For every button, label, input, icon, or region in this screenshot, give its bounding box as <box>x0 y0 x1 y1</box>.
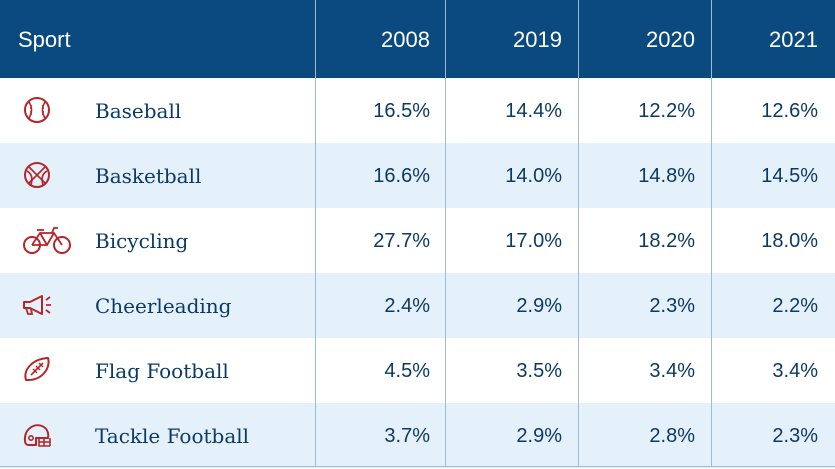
sport-name: Basketball <box>95 164 202 188</box>
column-divider <box>711 0 712 467</box>
table-row: Cheerleading 2.4% 2.9% 2.3% 2.2% <box>0 273 835 338</box>
value-2019: 3.5% <box>516 360 562 382</box>
megaphone-icon <box>23 295 51 315</box>
value-2021: 14.5% <box>761 165 818 187</box>
football-helmet-icon <box>23 424 51 447</box>
value-2020: 14.8% <box>638 165 695 187</box>
value-2021: 3.4% <box>772 360 818 382</box>
sport-name: Baseball <box>95 99 182 123</box>
table-row: Tackle Football 3.7% 2.9% 2.8% 2.3% <box>0 403 835 468</box>
value-2008: 16.5% <box>373 100 430 122</box>
value-2008: 16.6% <box>373 165 430 187</box>
baseball-icon <box>24 97 50 123</box>
column-divider <box>578 0 579 467</box>
header-year-2019: 2019 <box>513 27 562 52</box>
football-icon <box>24 357 50 382</box>
sport-name: Tackle Football <box>95 424 250 448</box>
table-row: Bicycling 27.7% 17.0% 18.2% 18.0% <box>0 208 835 273</box>
value-2019: 2.9% <box>516 295 562 317</box>
value-2020: 2.8% <box>649 425 695 447</box>
header-year-2021: 2021 <box>769 27 818 52</box>
table-header: Sport 2008 2019 2020 2021 <box>0 0 835 78</box>
value-2019: 2.9% <box>516 425 562 447</box>
bicycle-icon <box>23 227 71 254</box>
table-row: Basketball 16.6% 14.0% 14.8% 14.5% <box>0 143 835 208</box>
value-2020: 2.3% <box>649 295 695 317</box>
table-row: Flag Football 4.5% 3.5% 3.4% 3.4% <box>0 338 835 403</box>
header-year-2008: 2008 <box>381 27 430 52</box>
sport-name: Cheerleading <box>95 294 232 318</box>
value-2021: 18.0% <box>761 230 818 252</box>
value-2021: 2.3% <box>772 425 818 447</box>
basketball-icon <box>24 162 50 188</box>
value-2008: 2.4% <box>384 295 430 317</box>
value-2019: 17.0% <box>505 230 562 252</box>
value-2008: 3.7% <box>384 425 430 447</box>
value-2021: 2.2% <box>772 295 818 317</box>
value-2020: 18.2% <box>638 230 695 252</box>
column-divider <box>315 0 316 467</box>
column-divider <box>445 0 446 467</box>
value-2021: 12.6% <box>761 100 818 122</box>
value-2008: 4.5% <box>384 360 430 382</box>
value-2020: 12.2% <box>638 100 695 122</box>
value-2019: 14.0% <box>505 165 562 187</box>
value-2019: 14.4% <box>505 100 562 122</box>
header-sport: Sport <box>18 27 71 52</box>
value-2008: 27.7% <box>373 230 430 252</box>
header-year-2020: 2020 <box>646 27 695 52</box>
sport-name: Bicycling <box>95 229 189 253</box>
value-2020: 3.4% <box>649 360 695 382</box>
sport-name: Flag Football <box>95 359 229 383</box>
table-row: Baseball 16.5% 14.4% 12.2% 12.6% <box>0 78 835 143</box>
